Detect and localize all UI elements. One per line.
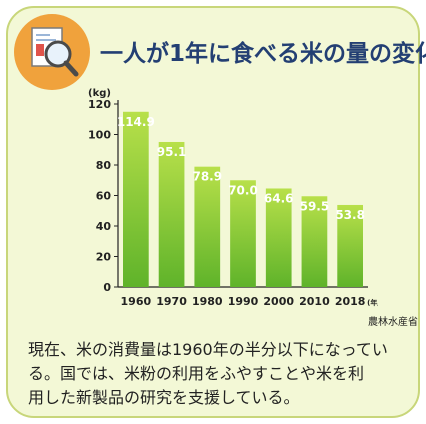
x-axis-suffix: (年度) [367, 298, 378, 307]
description: 現在、米の消費量は1960年の半分以下になってい る。国では、米粉の利用をふやす… [28, 338, 418, 410]
y-tick-label: 20 [96, 251, 112, 264]
bar [194, 166, 221, 287]
bar-value-label: 70.0 [228, 183, 258, 197]
y-axis-label: (kg) [88, 88, 111, 99]
x-tick-label: 2000 [263, 295, 294, 308]
info-card: 一人が1年に食べる米の量の変化 (kg) 0 20 40 60 80 100 120 114.9… [6, 6, 426, 418]
description-line: 現在、米の消費量は1960年の半分以下になってい [28, 340, 388, 359]
bar-value-label: 114.9 [117, 115, 155, 129]
bar [337, 204, 363, 287]
y-tick-label: 120 [88, 98, 111, 111]
magnifier-report-icon [14, 14, 90, 90]
chart: (kg) 0 20 40 60 80 100 120 114.9 1960 95.1 1970 78.9… [78, 82, 388, 322]
y-tick-label: 0 [103, 281, 111, 294]
bar-value-label: 53.8 [335, 208, 365, 222]
bar-value-label: 78.9 [192, 170, 222, 184]
x-tick-label: 2010 [299, 295, 330, 308]
x-tick-label: 2018 [335, 295, 366, 308]
x-tick-label: 1990 [228, 295, 259, 308]
x-tick-label: 1980 [192, 295, 223, 308]
bar [230, 180, 256, 287]
y-tick-label: 100 [88, 129, 111, 142]
bar [123, 111, 149, 287]
bar-value-label: 64.6 [264, 191, 294, 205]
bar-value-label: 95.1 [157, 145, 187, 159]
source-label: 農林水産省 [368, 317, 418, 328]
bar-chart: (kg) 0 20 40 60 80 100 120 114.9 1960 95.1 1970 78.9… [88, 88, 388, 308]
description-line: る。国では、米粉の利用をふやすことや米を利 [28, 364, 365, 383]
bar [158, 141, 185, 287]
y-tick-label: 80 [96, 159, 112, 172]
bar [265, 188, 292, 287]
page-title: 一人が1年に食べる米の量の変化 [100, 41, 426, 67]
y-tick-label: 40 [96, 220, 112, 233]
x-tick-label: 1970 [156, 295, 187, 308]
description-line: 用した新製品の研究を支援している。 [28, 388, 300, 407]
bar [301, 196, 328, 287]
x-tick-label: 1960 [121, 295, 152, 308]
y-tick-label: 60 [96, 190, 112, 203]
bar-value-label: 59.5 [300, 199, 330, 213]
